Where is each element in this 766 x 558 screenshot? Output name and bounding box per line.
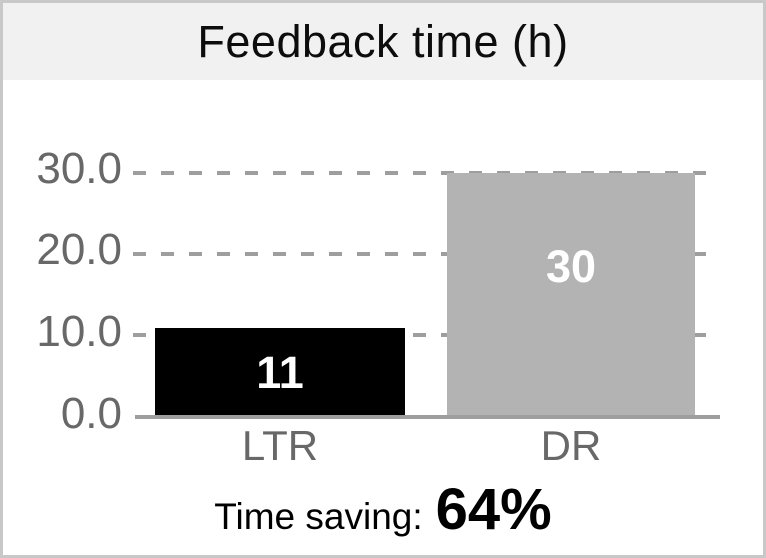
bar-ltr: 11	[155, 328, 405, 418]
time-saving-value: 64%	[435, 477, 552, 542]
chart-title: Feedback time (h)	[197, 16, 569, 67]
gridline-20	[133, 252, 720, 256]
bar-dr: 30	[447, 173, 695, 418]
chart-title-band: Feedback time (h)	[3, 3, 763, 80]
x-axis-label-dr: DR	[540, 422, 602, 469]
y-axis-tick-10: 10.0	[36, 307, 122, 356]
bar-ltr-value-label: 11	[256, 347, 304, 398]
bar-dr-value-label: 30	[545, 241, 597, 292]
y-axis-tick-0: 0.0	[60, 389, 122, 438]
gridline-10	[133, 333, 720, 337]
y-axis-tick-30: 30.0	[36, 144, 122, 193]
gridline-30	[133, 171, 720, 175]
y-axis-tick-20: 20.0	[36, 225, 122, 274]
time-saving-label: Time saving:	[214, 496, 423, 537]
x-axis-line	[135, 415, 720, 419]
time-saving-summary: Time saving: 64%	[0, 481, 766, 539]
x-axis-label-ltr: LTR	[241, 422, 319, 469]
